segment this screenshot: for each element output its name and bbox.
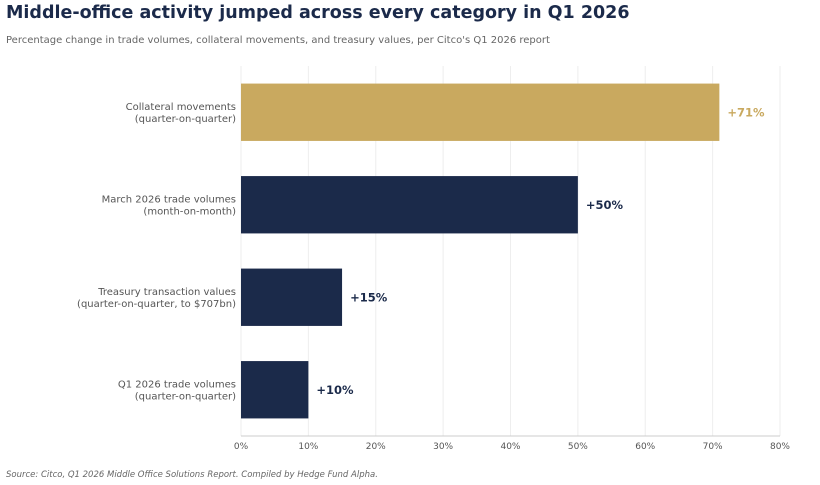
category-labels: Collateral movements (quarter-on-quarter)… — [77, 102, 236, 403]
x-tick-label: 10% — [298, 442, 318, 452]
x-tick-label: 70% — [703, 442, 723, 452]
source-note: Source: Citco, Q1 2026 Middle Office Sol… — [6, 470, 378, 480]
bar-value-label: +15% — [350, 290, 388, 304]
bars — [241, 83, 720, 419]
category-label: Collateral movements (quarter-on-quarter) — [126, 102, 236, 125]
category-label: Treasury transaction values (quarter-on-q… — [77, 287, 236, 310]
bar — [241, 176, 578, 234]
chart-subtitle: Percentage change in trade volumes, coll… — [6, 35, 550, 46]
bar-value-label: +71% — [727, 105, 765, 119]
value-labels: +71% +50% +15% +10% — [316, 105, 765, 397]
bar-value-label: +50% — [586, 198, 624, 212]
bar — [241, 361, 309, 419]
category-label: Q1 2026 trade volumes (quarter-on-quarter… — [118, 379, 236, 402]
x-tick-label: 40% — [500, 442, 520, 452]
category-label: March 2026 trade volumes (month-on-month) — [102, 194, 236, 217]
x-tick-label: 80% — [770, 442, 790, 452]
bar-value-label: +10% — [316, 383, 354, 397]
x-tick-label: 0% — [234, 442, 249, 452]
x-tick-label: 20% — [366, 442, 386, 452]
x-tick-label: 50% — [568, 442, 588, 452]
x-tick-label: 30% — [433, 442, 453, 452]
x-tick-label: 60% — [635, 442, 655, 452]
x-axis: 0% 10% 20% 30% 40% 50% 60% 70% 80% — [234, 435, 790, 452]
bar — [241, 83, 720, 141]
bar — [241, 268, 343, 326]
chart-title: Middle-office activity jumped across eve… — [6, 3, 630, 23]
